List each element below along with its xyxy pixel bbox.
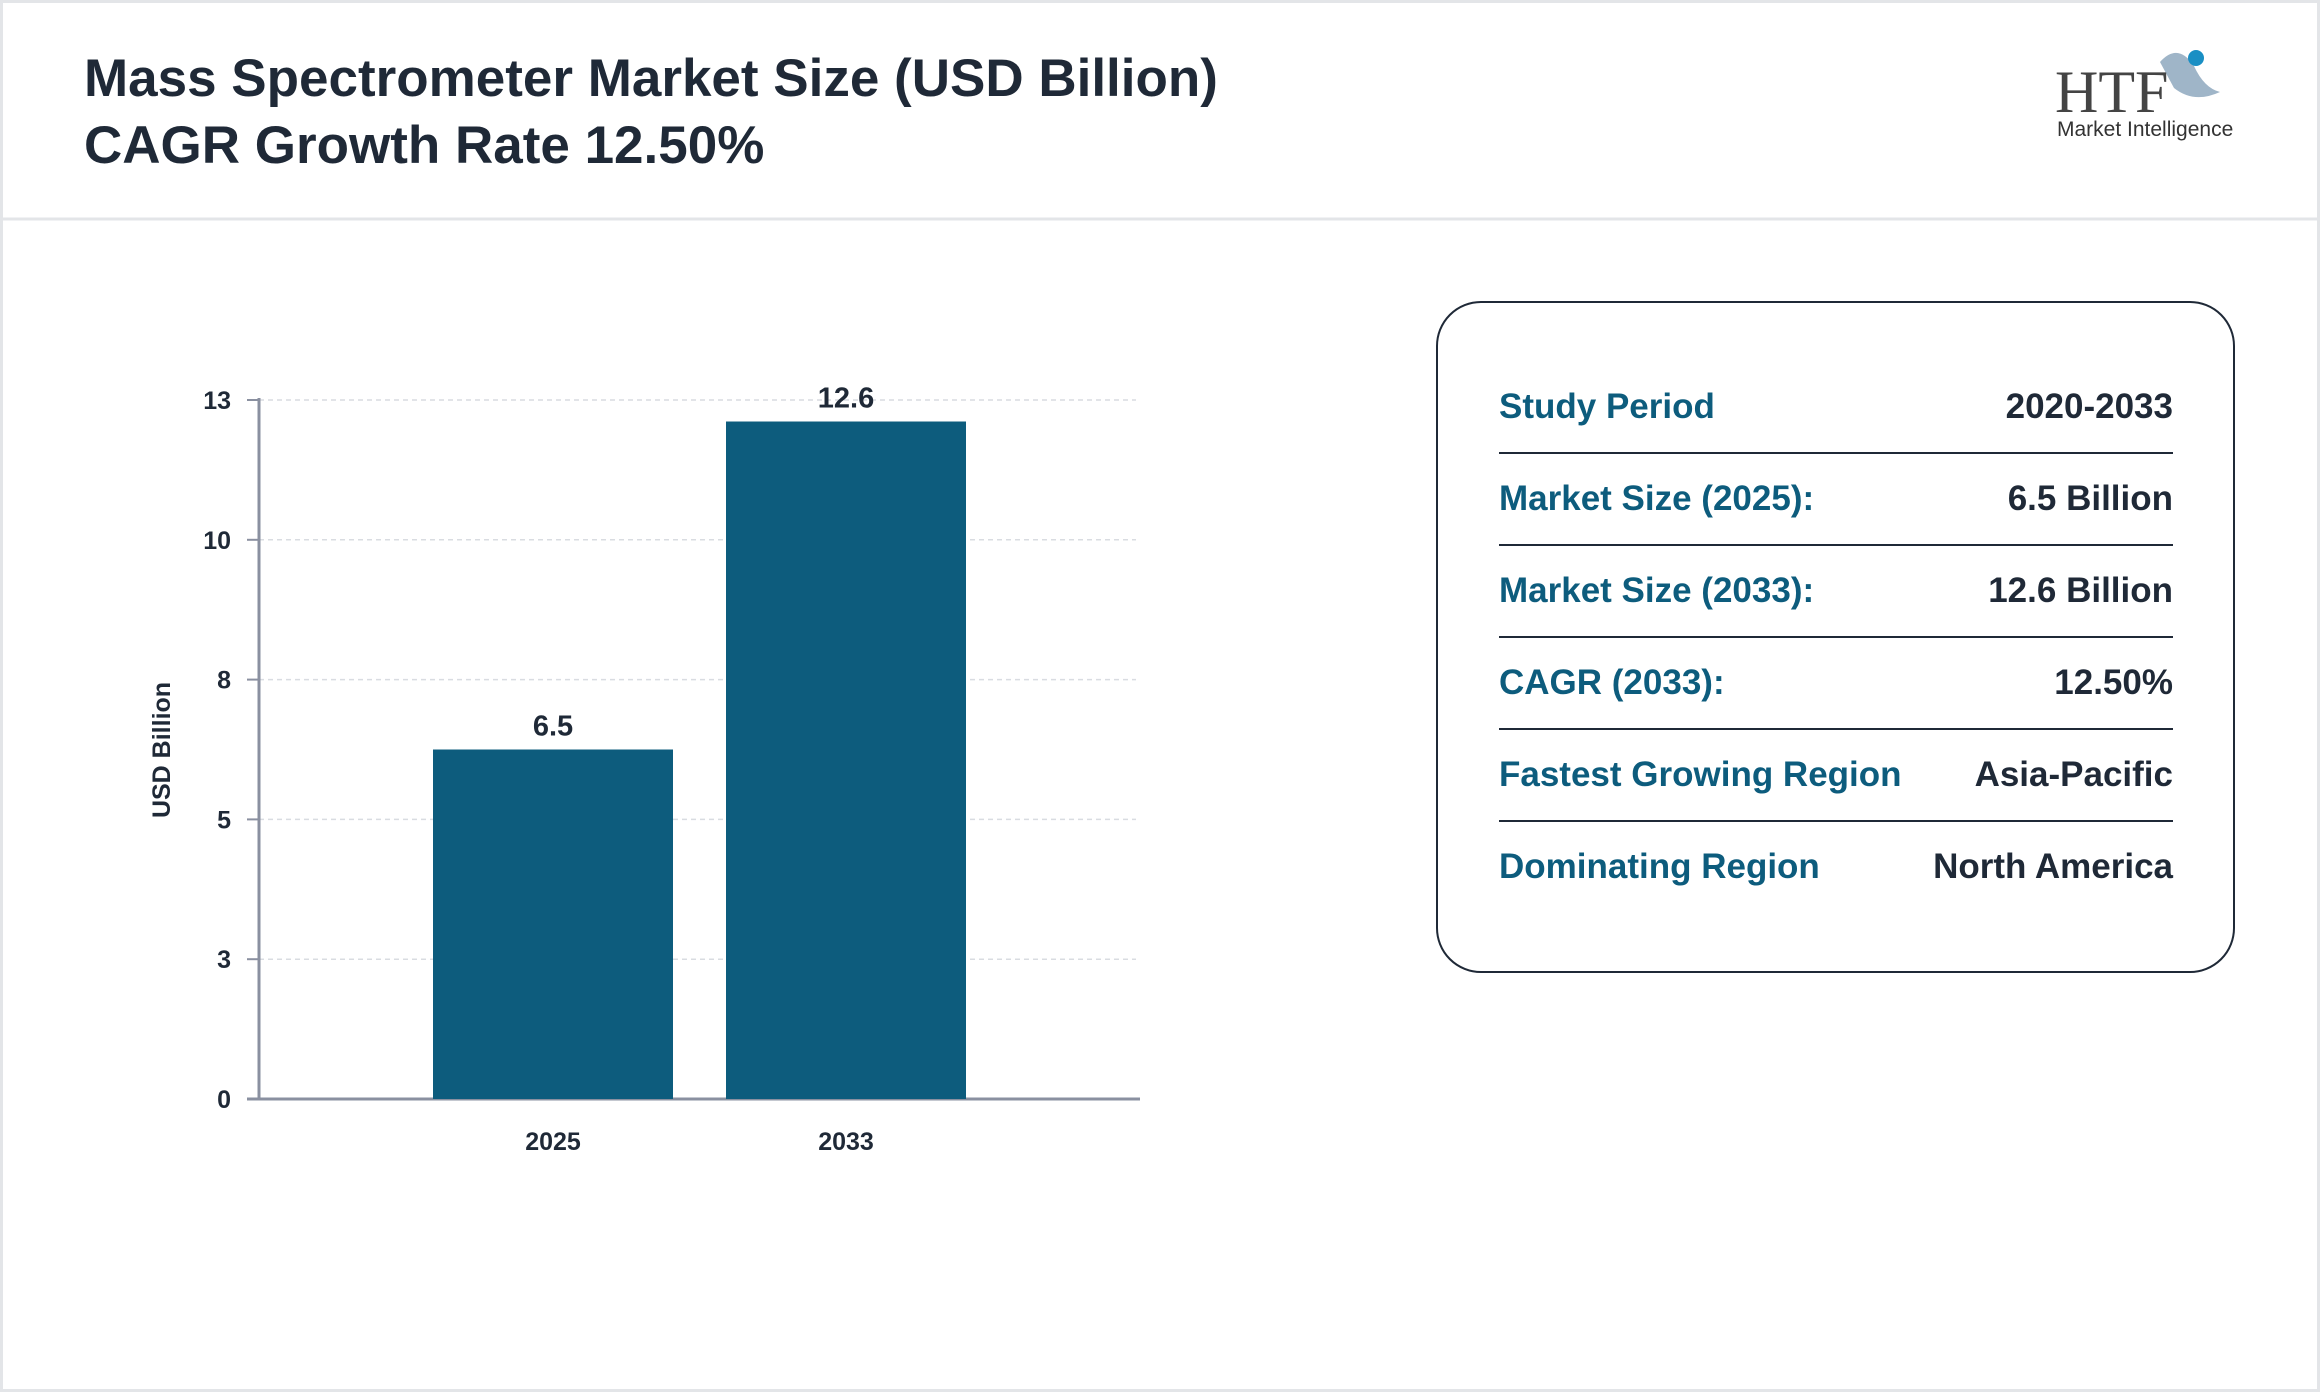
y-tick-label: 13 [203,387,231,415]
info-value: Asia-Pacific [1975,755,2173,794]
info-value: 12.6 Billion [1988,571,2173,610]
value-label: 6.5 [533,711,573,743]
info-key: Market Size (2025): [1499,479,1814,518]
y-tick-label: 5 [217,806,231,834]
info-key: Dominating Region [1499,847,1820,886]
x-tick-label: 2025 [525,1128,581,1156]
info-value: North America [1933,847,2173,886]
subtitle: CAGR Growth Rate 12.50% [84,116,764,175]
info-table: Study Period 2020-2033 Market Size (2025):… [1499,387,2174,886]
info-key: Fastest Growing Region [1499,755,1902,794]
y-tick-label: 8 [217,667,231,695]
value-label: 12.6 [818,383,874,415]
bar [433,749,673,1099]
logo-mark: HTF [2055,59,2168,125]
y-tick-label: 3 [217,946,231,974]
bar [726,421,966,1099]
logo-text: Market Intelligence [2057,118,2233,141]
info-value: 12.50% [2054,663,2173,702]
x-tick-label: 2033 [818,1128,874,1156]
logo-dot [2188,50,2204,66]
y-axis-label: USD Billion [148,682,176,818]
logo-swirl [2160,52,2220,98]
info-key: Study Period [1499,387,1715,426]
info-value: 6.5 Billion [2008,479,2173,518]
info-key: Market Size (2033): [1499,571,1814,610]
info-value: 2020-2033 [2006,387,2173,426]
y-tick-label: 0 [217,1086,231,1114]
y-tick-label: 10 [203,527,231,555]
info-key: CAGR (2033): [1499,663,1725,702]
logo: HTF Market Intelligence [2055,50,2233,141]
bar-chart: 0 3 5 8 10 13 USD Billion 6.5 2025 12.6 2033 [148,383,1140,1156]
title: Mass Spectrometer Market Size (USD Billi… [84,49,1218,108]
